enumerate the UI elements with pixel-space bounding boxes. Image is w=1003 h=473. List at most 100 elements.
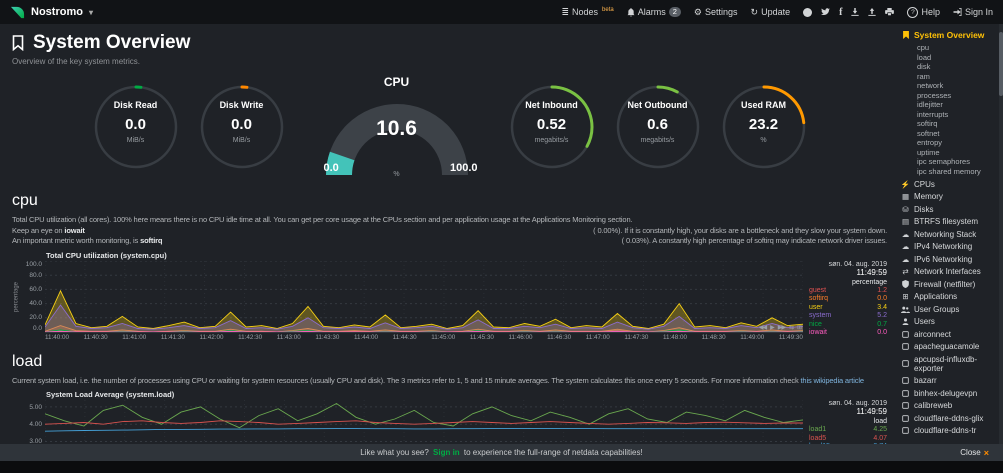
sidebar-item-ipv6-networking[interactable]: ☁ IPv6 Networking <box>901 255 999 264</box>
scrollbar-thumb[interactable] <box>999 32 1003 96</box>
sidebar-scrollbar[interactable] <box>999 24 1003 473</box>
sidebar-subitem-softnet[interactable]: softnet <box>917 128 940 138</box>
node-selector[interactable]: Nostromo ▾ <box>10 5 93 20</box>
sidebar-item-calibreweb[interactable]: calibreweb <box>901 401 999 410</box>
net-outbound-gauge[interactable]: Net Outbound 0.6 megabits/s <box>614 83 702 171</box>
gauge-unit: MiB/s <box>126 137 145 144</box>
legend-series-value: 4.07 <box>873 434 887 442</box>
sidebar-item-cpus[interactable]: ⚡ CPUs <box>901 180 999 189</box>
nodes-button[interactable]: ≣ Nodes beta <box>561 7 613 17</box>
sidebar-item-airconnect[interactable]: airconnect <box>901 330 999 339</box>
legend-row-user[interactable]: user 3.4 <box>809 304 887 313</box>
facebook-icon[interactable]: f <box>839 6 843 18</box>
gauges-row: Disk Read 0.0 MiB/s Disk Write 0.0 MiB/s… <box>12 74 887 180</box>
chart-canvas[interactable] <box>45 260 803 332</box>
wikipedia-link[interactable]: this wikipedia article <box>800 375 864 385</box>
disk-write-gauge[interactable]: Disk Write 0.0 MiB/s <box>198 83 286 171</box>
sidebar-subitem-network[interactable]: network <box>917 81 944 90</box>
topbar: Nostromo ▾ ≣ Nodes beta Alarms 2 ⚙ Setti… <box>0 0 1003 24</box>
sidebar-item-cloudflare-ddns-glix[interactable]: cloudflare-ddns-glix <box>901 414 999 423</box>
sidebar-item-btrfs-filesystem[interactable]: ▤ BTRFS filesystem <box>901 217 999 226</box>
y-axis-ticks: 5.00 4.00 3.00 <box>21 400 45 446</box>
sidebar-item-label: cloudflare-ddns-glix <box>914 413 984 423</box>
import-icon[interactable] <box>851 8 860 16</box>
x-tick-label: 11:43:30 <box>315 333 340 341</box>
sidebar-item-cloudflare-ddns-tr[interactable]: cloudflare-ddns-tr <box>901 426 999 435</box>
sidebar-item-label: Disks <box>914 204 934 214</box>
chevron-down-icon: ▾ <box>88 7 93 17</box>
used-ram-gauge[interactable]: Used RAM 23.2 % <box>720 83 808 171</box>
legend-row-nice[interactable]: nice 0.7 <box>809 321 887 330</box>
chart-plot-area[interactable] <box>45 400 803 446</box>
bell-icon <box>627 7 635 17</box>
legend-row-guest[interactable]: guest 1.2 <box>809 287 887 296</box>
sidebar-subitem-ram[interactable]: ram <box>917 71 930 81</box>
legend-series-name: load5 <box>809 434 827 442</box>
sidebar-item-user-groups[interactable]: User Groups <box>901 305 999 314</box>
disk-read-gauge[interactable]: Disk Read 0.0 MiB/s <box>92 83 180 171</box>
signin-button[interactable]: Sign In <box>953 7 993 17</box>
sidebar-subitem-entropy[interactable]: entropy <box>917 138 943 147</box>
sidebar-subitem-ipc-semaphores[interactable]: ipc semaphores <box>917 157 970 166</box>
legend-row-system[interactable]: system 5.2 <box>809 312 887 321</box>
x-tick-label: 11:44:30 <box>392 333 417 341</box>
sidebar-item-label: BTRFS filesystem <box>914 217 979 226</box>
sidebar-item-networking-stack[interactable]: ☁ Networking Stack <box>901 230 999 239</box>
sidebar-item-label: binhex-delugevpn <box>914 388 978 398</box>
play-icon[interactable]: ▶ <box>770 324 775 331</box>
sidebar-subitem-load[interactable]: load <box>917 52 932 62</box>
close-button[interactable]: Close × <box>960 448 989 458</box>
twitter-icon[interactable] <box>821 8 831 16</box>
rewind-icon[interactable]: ◀◀ <box>758 324 767 331</box>
settings-button[interactable]: ⚙ Settings <box>694 7 738 17</box>
net-inbound-gauge[interactable]: Net Inbound 0.52 megabits/s <box>508 83 596 171</box>
cpu-description-3: An important metric worth monitoring, is… <box>12 236 887 247</box>
x-tick-label: 11:49:30 <box>778 333 803 341</box>
legend-row-load5[interactable]: load5 4.07 <box>809 435 887 444</box>
gauge-title: Net Outbound <box>627 100 688 110</box>
pan-icon[interactable]: ⇆ <box>788 324 794 331</box>
print-icon[interactable] <box>885 8 895 16</box>
user-icon <box>901 318 910 325</box>
x-tick-label: 11:42:30 <box>238 333 263 341</box>
sidebar-item-applications[interactable]: ⊞ Applications <box>901 292 999 301</box>
sidebar-item-firewall-netfilter[interactable]: Firewall (netfilter) <box>901 280 999 289</box>
sidebar-item-binhex-delugevpn[interactable]: binhex-delugevpn <box>901 389 999 398</box>
legend-row-iowait[interactable]: iowait 0.0 <box>809 329 887 338</box>
sidebar-subitem-idlejitter[interactable]: idlejitter <box>917 100 943 109</box>
github-icon[interactable] <box>803 7 813 17</box>
export-icon[interactable] <box>868 8 877 16</box>
chart-canvas[interactable] <box>45 400 803 445</box>
page-subtitle: Overview of the key system metrics. <box>12 57 141 66</box>
load-chart: System Load Average (system.load) 5.00 4.… <box>12 390 887 450</box>
sidebar-item-network-interfaces[interactable]: ⇄ Network Interfaces <box>901 267 999 276</box>
sidebar-subitem-interrupts[interactable]: interrupts <box>917 109 949 119</box>
sidebar-item-apcupsd-influxdb-exporter[interactable]: apcupsd-influxdb-exporter <box>901 355 999 373</box>
sidebar-subitem-softirq[interactable]: softirq <box>917 119 938 128</box>
y-tick-label: 20.0 <box>29 314 42 322</box>
sidebar-item-apacheguacamole[interactable]: apacheguacamole <box>901 342 999 351</box>
help-button[interactable]: ? Help <box>907 6 940 18</box>
sidebar-item-bazarr[interactable]: bazarr <box>901 376 999 385</box>
legend-header: percentage <box>851 278 887 286</box>
sidebar-item-users[interactable]: Users <box>901 317 999 326</box>
chart-plot-area[interactable]: ◀◀ ▶ ▶▶ ⇆ ⊞ <box>45 260 803 333</box>
sidebar-subitem-processes[interactable]: processes <box>917 90 952 100</box>
legend-row-load1[interactable]: load1 4.25 <box>809 426 887 435</box>
sidebar-subitem-cpu[interactable]: cpu <box>917 43 930 52</box>
sidebar-subitem-ipc-shared-memory[interactable]: ipc shared memory <box>917 166 981 176</box>
sidebar-item-ipv4-networking[interactable]: ☁ IPv4 Networking <box>901 242 999 251</box>
forward-icon[interactable]: ▶▶ <box>777 324 786 331</box>
legend-row-softirq[interactable]: softirq 0.0 <box>809 295 887 304</box>
sidebar-item-system-overview[interactable]: System Overview <box>901 30 999 40</box>
sidebar-item-memory[interactable]: ▦ Memory <box>901 192 999 201</box>
footer-signin-link[interactable]: Sign in <box>433 448 460 457</box>
x-tick-label: 11:43:00 <box>276 333 301 341</box>
sidebar-subitem-uptime[interactable]: uptime <box>917 147 940 157</box>
cpu-gauge[interactable]: CPU 10.6 0.0 100.0 % <box>312 75 482 179</box>
sidebar-subitem-disk[interactable]: disk <box>917 62 931 71</box>
update-button[interactable]: ↻ Update <box>751 7 791 17</box>
alarms-button[interactable]: Alarms 2 <box>627 7 681 17</box>
sidebar-item-disks[interactable]: ⛁ Disks <box>901 205 999 214</box>
zoom-icon[interactable]: ⊞ <box>796 324 802 331</box>
